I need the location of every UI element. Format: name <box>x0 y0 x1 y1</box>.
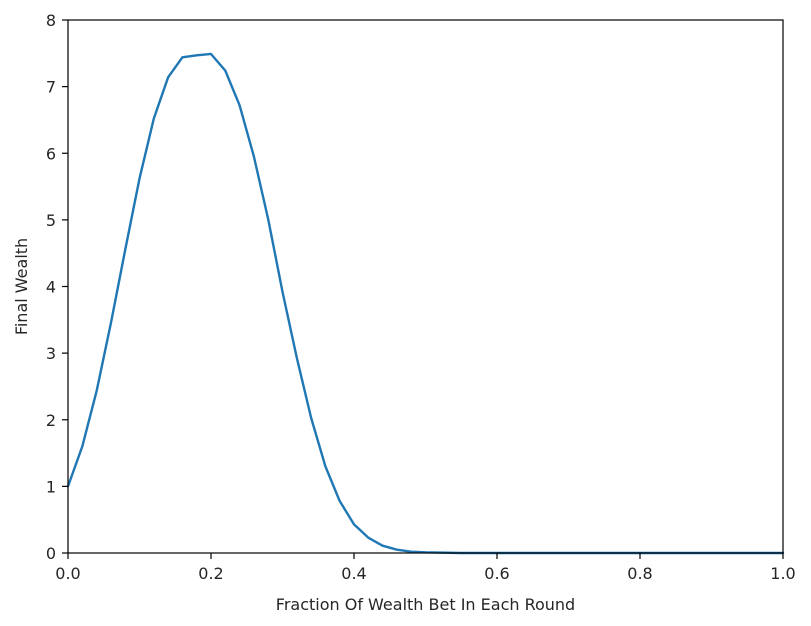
y-tick-label: 3 <box>46 344 56 363</box>
y-tick-label: 1 <box>46 477 56 496</box>
y-tick-label: 4 <box>46 278 56 297</box>
series-line-0 <box>66 52 785 555</box>
x-tick-label: 1.0 <box>770 564 795 583</box>
x-axis-title: Fraction Of Wealth Bet In Each Round <box>276 595 575 614</box>
x-tick-label: 0.6 <box>484 564 509 583</box>
axes-layer: 0.0 0.2 0.4 0.6 0.8 1.0 0 1 2 3 4 5 6 7 8 <box>46 11 796 583</box>
y-axis-title: Final Wealth <box>12 238 31 335</box>
x-tick-label: 0.8 <box>627 564 652 583</box>
y-tick-label: 6 <box>46 144 56 163</box>
x-tick-label: 0.2 <box>198 564 223 583</box>
x-tick-label: 0.0 <box>55 564 80 583</box>
plot-layer <box>66 52 785 555</box>
y-tick-label: 8 <box>46 11 56 30</box>
y-tick-label: 5 <box>46 211 56 230</box>
y-tick-label: 0 <box>46 544 56 563</box>
y-tick-label: 7 <box>46 78 56 97</box>
x-tick-label: 0.4 <box>341 564 366 583</box>
y-tick-label: 2 <box>46 411 56 430</box>
plot-frame <box>67 19 784 554</box>
